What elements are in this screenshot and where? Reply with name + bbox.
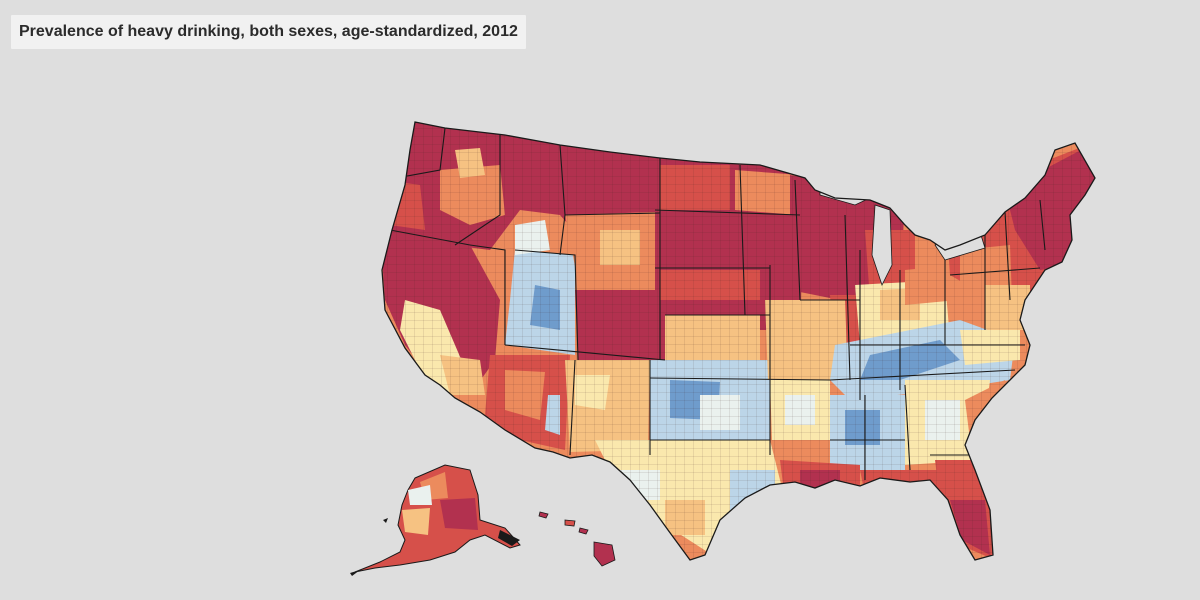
hawaii (538, 511, 616, 567)
contiguous-us-outline (381, 121, 1096, 561)
contiguous-us-counties (382, 122, 1095, 560)
map-title: Prevalence of heavy drinking, both sexes… (11, 15, 526, 49)
alaska (350, 464, 521, 576)
